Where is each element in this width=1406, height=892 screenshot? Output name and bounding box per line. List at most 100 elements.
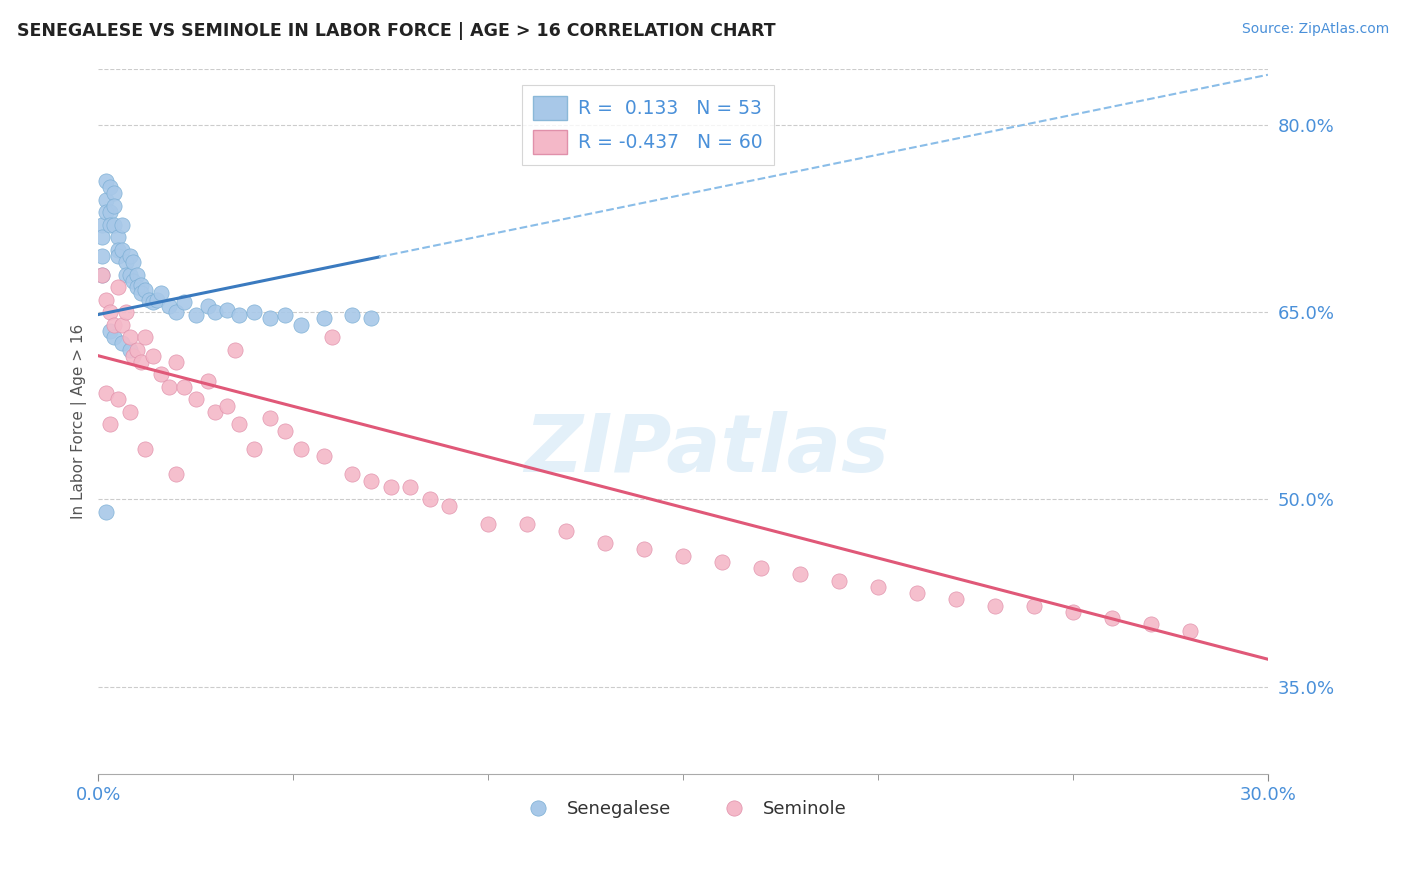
- Point: [243, 305, 266, 319]
- Point: [340, 467, 363, 482]
- Point: [94, 174, 117, 188]
- Point: [142, 295, 165, 310]
- Point: [91, 249, 114, 263]
- Point: [789, 567, 811, 582]
- Point: [360, 474, 382, 488]
- Point: [340, 308, 363, 322]
- Point: [157, 299, 180, 313]
- Point: [91, 230, 114, 244]
- Legend: Senegalese, Seminole: Senegalese, Seminole: [512, 793, 853, 825]
- Y-axis label: In Labor Force | Age > 16: In Labor Force | Age > 16: [72, 324, 87, 519]
- Point: [94, 193, 117, 207]
- Point: [103, 199, 125, 213]
- Point: [243, 442, 266, 457]
- Point: [91, 268, 114, 282]
- Point: [360, 311, 382, 326]
- Point: [228, 308, 250, 322]
- Point: [118, 405, 141, 419]
- Point: [118, 330, 141, 344]
- Point: [749, 561, 772, 575]
- Point: [228, 417, 250, 432]
- Point: [129, 286, 152, 301]
- Point: [197, 374, 219, 388]
- Point: [122, 349, 145, 363]
- Point: [142, 349, 165, 363]
- Point: [114, 255, 136, 269]
- Point: [94, 205, 117, 219]
- Point: [1178, 624, 1201, 638]
- Point: [905, 586, 928, 600]
- Point: [165, 305, 187, 319]
- Point: [134, 442, 156, 457]
- Point: [215, 399, 238, 413]
- Point: [103, 318, 125, 332]
- Point: [107, 280, 129, 294]
- Point: [98, 305, 121, 319]
- Point: [290, 318, 312, 332]
- Point: [111, 243, 134, 257]
- Point: [91, 218, 114, 232]
- Point: [204, 405, 226, 419]
- Point: [118, 268, 141, 282]
- Point: [98, 324, 121, 338]
- Point: [516, 517, 538, 532]
- Point: [129, 355, 152, 369]
- Point: [984, 599, 1007, 613]
- Point: [138, 293, 160, 307]
- Text: SENEGALESE VS SEMINOLE IN LABOR FORCE | AGE > 16 CORRELATION CHART: SENEGALESE VS SEMINOLE IN LABOR FORCE | …: [17, 22, 776, 40]
- Point: [711, 555, 734, 569]
- Point: [129, 277, 152, 292]
- Point: [118, 343, 141, 357]
- Point: [149, 286, 172, 301]
- Point: [868, 580, 890, 594]
- Point: [134, 283, 156, 297]
- Point: [107, 392, 129, 407]
- Point: [157, 380, 180, 394]
- Point: [204, 305, 226, 319]
- Point: [114, 305, 136, 319]
- Point: [165, 355, 187, 369]
- Point: [380, 480, 402, 494]
- Point: [1022, 599, 1045, 613]
- Point: [122, 255, 145, 269]
- Point: [103, 330, 125, 344]
- Point: [184, 308, 207, 322]
- Point: [98, 218, 121, 232]
- Point: [419, 492, 441, 507]
- Point: [94, 386, 117, 401]
- Point: [593, 536, 616, 550]
- Point: [98, 180, 121, 194]
- Point: [107, 243, 129, 257]
- Point: [111, 318, 134, 332]
- Point: [555, 524, 578, 538]
- Point: [111, 218, 134, 232]
- Point: [114, 268, 136, 282]
- Point: [321, 330, 343, 344]
- Text: ZIPatlas: ZIPatlas: [524, 410, 889, 489]
- Point: [274, 308, 297, 322]
- Point: [98, 417, 121, 432]
- Point: [173, 380, 195, 394]
- Point: [399, 480, 422, 494]
- Point: [165, 467, 187, 482]
- Point: [828, 574, 851, 588]
- Point: [314, 449, 336, 463]
- Point: [197, 299, 219, 313]
- Point: [1062, 605, 1084, 619]
- Point: [259, 411, 281, 425]
- Point: [184, 392, 207, 407]
- Point: [146, 293, 169, 307]
- Point: [98, 205, 121, 219]
- Point: [173, 295, 195, 310]
- Point: [633, 542, 655, 557]
- Point: [107, 249, 129, 263]
- Point: [439, 499, 461, 513]
- Point: [94, 505, 117, 519]
- Point: [94, 293, 117, 307]
- Point: [127, 280, 149, 294]
- Point: [224, 343, 246, 357]
- Point: [215, 302, 238, 317]
- Point: [290, 442, 312, 457]
- Point: [149, 368, 172, 382]
- Point: [1101, 611, 1123, 625]
